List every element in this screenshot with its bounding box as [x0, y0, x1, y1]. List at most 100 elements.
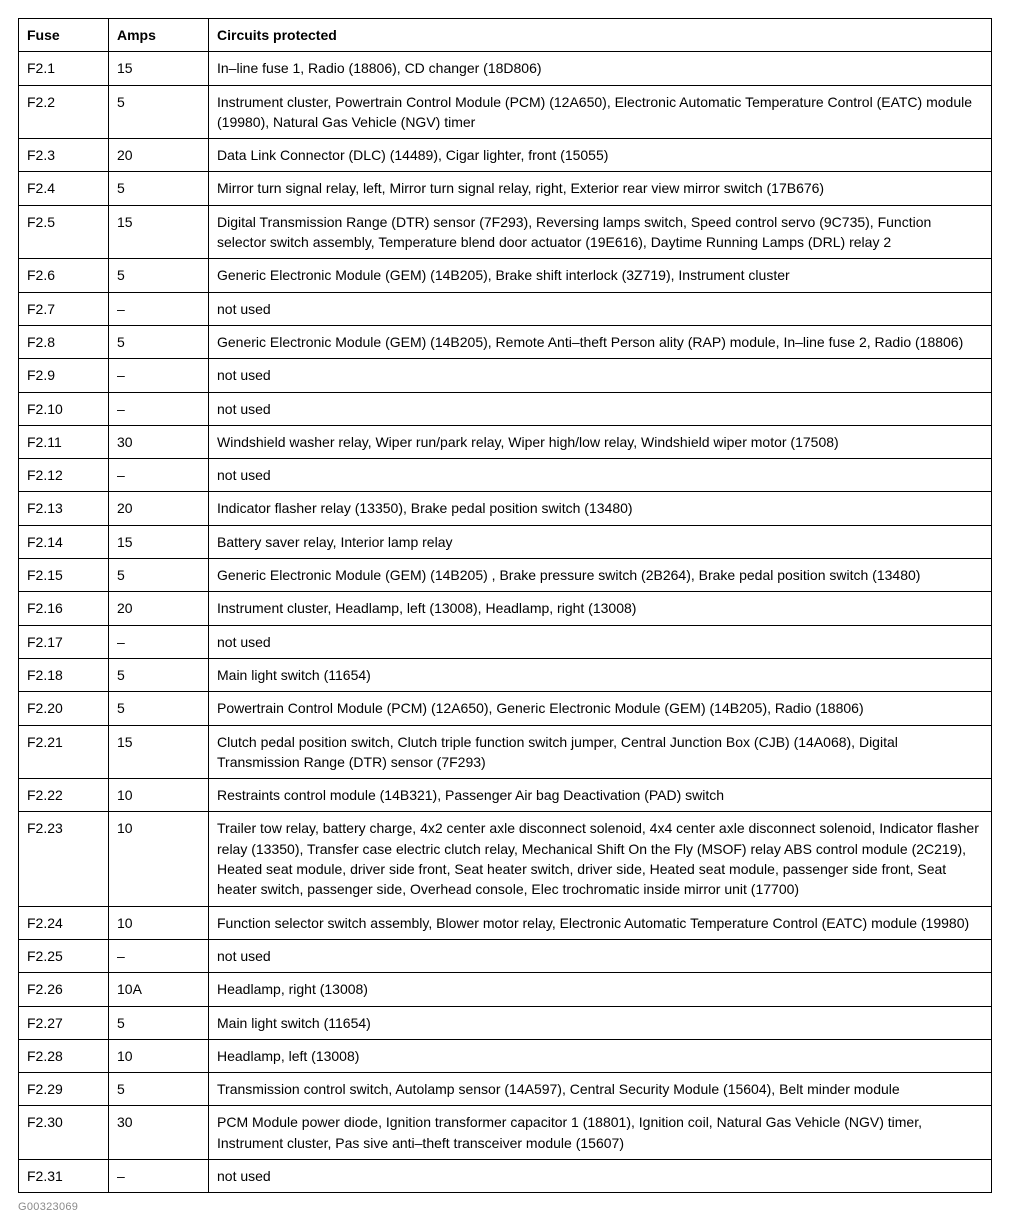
- table-header-row: Fuse Amps Circuits protected: [19, 19, 992, 52]
- cell-amps: –: [109, 939, 209, 972]
- col-header-circuits: Circuits protected: [209, 19, 992, 52]
- cell-circuits: Data Link Connector (DLC) (14489), Cigar…: [209, 139, 992, 172]
- cell-fuse: F2.28: [19, 1039, 109, 1072]
- cell-amps: 5: [109, 259, 209, 292]
- cell-circuits: not used: [209, 392, 992, 425]
- cell-amps: 5: [109, 1073, 209, 1106]
- col-header-amps: Amps: [109, 19, 209, 52]
- cell-circuits: Function selector switch assembly, Blowe…: [209, 906, 992, 939]
- cell-fuse: F2.24: [19, 906, 109, 939]
- cell-fuse: F2.2: [19, 85, 109, 139]
- table-row: F2.31–not used: [19, 1159, 992, 1192]
- cell-circuits: Generic Electronic Module (GEM) (14B205)…: [209, 259, 992, 292]
- cell-circuits: In–line fuse 1, Radio (18806), CD change…: [209, 52, 992, 85]
- cell-fuse: F2.31: [19, 1159, 109, 1192]
- cell-fuse: F2.15: [19, 559, 109, 592]
- cell-fuse: F2.25: [19, 939, 109, 972]
- cell-circuits: Trailer tow relay, battery charge, 4x2 c…: [209, 812, 992, 906]
- cell-fuse: F2.6: [19, 259, 109, 292]
- table-row: F2.3030PCM Module power diode, Ignition …: [19, 1106, 992, 1160]
- cell-fuse: F2.10: [19, 392, 109, 425]
- cell-amps: 10: [109, 1039, 209, 1072]
- table-row: F2.295Transmission control switch, Autol…: [19, 1073, 992, 1106]
- cell-fuse: F2.26: [19, 973, 109, 1006]
- cell-circuits: Generic Electronic Module (GEM) (14B205)…: [209, 325, 992, 358]
- cell-amps: 15: [109, 725, 209, 779]
- cell-amps: 20: [109, 139, 209, 172]
- cell-amps: 5: [109, 1006, 209, 1039]
- cell-circuits: Transmission control switch, Autolamp se…: [209, 1073, 992, 1106]
- table-row: F2.2810Headlamp, left (13008): [19, 1039, 992, 1072]
- cell-amps: –: [109, 392, 209, 425]
- cell-circuits: Headlamp, right (13008): [209, 973, 992, 1006]
- cell-fuse: F2.23: [19, 812, 109, 906]
- table-row: F2.320Data Link Connector (DLC) (14489),…: [19, 139, 992, 172]
- cell-circuits: not used: [209, 459, 992, 492]
- table-row: F2.115In–line fuse 1, Radio (18806), CD …: [19, 52, 992, 85]
- cell-circuits: Main light switch (11654): [209, 658, 992, 691]
- table-row: F2.155Generic Electronic Module (GEM) (1…: [19, 559, 992, 592]
- cell-circuits: Digital Transmission Range (DTR) sensor …: [209, 205, 992, 259]
- cell-amps: –: [109, 459, 209, 492]
- cell-fuse: F2.11: [19, 425, 109, 458]
- cell-amps: 15: [109, 52, 209, 85]
- cell-circuits: Windshield washer relay, Wiper run/park …: [209, 425, 992, 458]
- cell-fuse: F2.30: [19, 1106, 109, 1160]
- col-header-fuse: Fuse: [19, 19, 109, 52]
- cell-fuse: F2.5: [19, 205, 109, 259]
- cell-fuse: F2.7: [19, 292, 109, 325]
- cell-amps: 10: [109, 779, 209, 812]
- cell-amps: 10: [109, 812, 209, 906]
- cell-amps: 5: [109, 325, 209, 358]
- cell-amps: 5: [109, 692, 209, 725]
- table-row: F2.1415Battery saver relay, Interior lam…: [19, 525, 992, 558]
- cell-circuits: Powertrain Control Module (PCM) (12A650)…: [209, 692, 992, 725]
- cell-amps: 15: [109, 205, 209, 259]
- cell-fuse: F2.14: [19, 525, 109, 558]
- cell-circuits: not used: [209, 939, 992, 972]
- cell-circuits: Battery saver relay, Interior lamp relay: [209, 525, 992, 558]
- table-row: F2.2410Function selector switch assembly…: [19, 906, 992, 939]
- cell-amps: 10: [109, 906, 209, 939]
- cell-circuits: PCM Module power diode, Ignition transfo…: [209, 1106, 992, 1160]
- cell-fuse: F2.12: [19, 459, 109, 492]
- cell-fuse: F2.21: [19, 725, 109, 779]
- cell-circuits: Restraints control module (14B321), Pass…: [209, 779, 992, 812]
- table-row: F2.275Main light switch (11654): [19, 1006, 992, 1039]
- cell-amps: 30: [109, 425, 209, 458]
- fuse-table: Fuse Amps Circuits protected F2.115In–li…: [18, 18, 992, 1193]
- cell-amps: 5: [109, 85, 209, 139]
- cell-fuse: F2.18: [19, 658, 109, 691]
- table-row: F2.205Powertrain Control Module (PCM) (1…: [19, 692, 992, 725]
- cell-circuits: Generic Electronic Module (GEM) (14B205)…: [209, 559, 992, 592]
- cell-amps: 5: [109, 172, 209, 205]
- cell-fuse: F2.9: [19, 359, 109, 392]
- cell-amps: –: [109, 1159, 209, 1192]
- table-row: F2.85Generic Electronic Module (GEM) (14…: [19, 325, 992, 358]
- cell-circuits: Indicator flasher relay (13350), Brake p…: [209, 492, 992, 525]
- cell-amps: 5: [109, 559, 209, 592]
- cell-amps: 15: [109, 525, 209, 558]
- cell-amps: –: [109, 625, 209, 658]
- cell-circuits: Clutch pedal position switch, Clutch tri…: [209, 725, 992, 779]
- cell-amps: 20: [109, 592, 209, 625]
- table-row: F2.17–not used: [19, 625, 992, 658]
- cell-circuits: not used: [209, 359, 992, 392]
- cell-fuse: F2.1: [19, 52, 109, 85]
- cell-fuse: F2.13: [19, 492, 109, 525]
- cell-fuse: F2.20: [19, 692, 109, 725]
- table-row: F2.2115Clutch pedal position switch, Clu…: [19, 725, 992, 779]
- cell-circuits: not used: [209, 1159, 992, 1192]
- cell-fuse: F2.29: [19, 1073, 109, 1106]
- table-row: F2.1620Instrument cluster, Headlamp, lef…: [19, 592, 992, 625]
- cell-circuits: Instrument cluster, Powertrain Control M…: [209, 85, 992, 139]
- cell-amps: 20: [109, 492, 209, 525]
- cell-amps: –: [109, 292, 209, 325]
- cell-amps: 5: [109, 658, 209, 691]
- cell-fuse: F2.3: [19, 139, 109, 172]
- cell-circuits: not used: [209, 292, 992, 325]
- cell-fuse: F2.17: [19, 625, 109, 658]
- table-row: F2.65Generic Electronic Module (GEM) (14…: [19, 259, 992, 292]
- cell-fuse: F2.8: [19, 325, 109, 358]
- cell-fuse: F2.22: [19, 779, 109, 812]
